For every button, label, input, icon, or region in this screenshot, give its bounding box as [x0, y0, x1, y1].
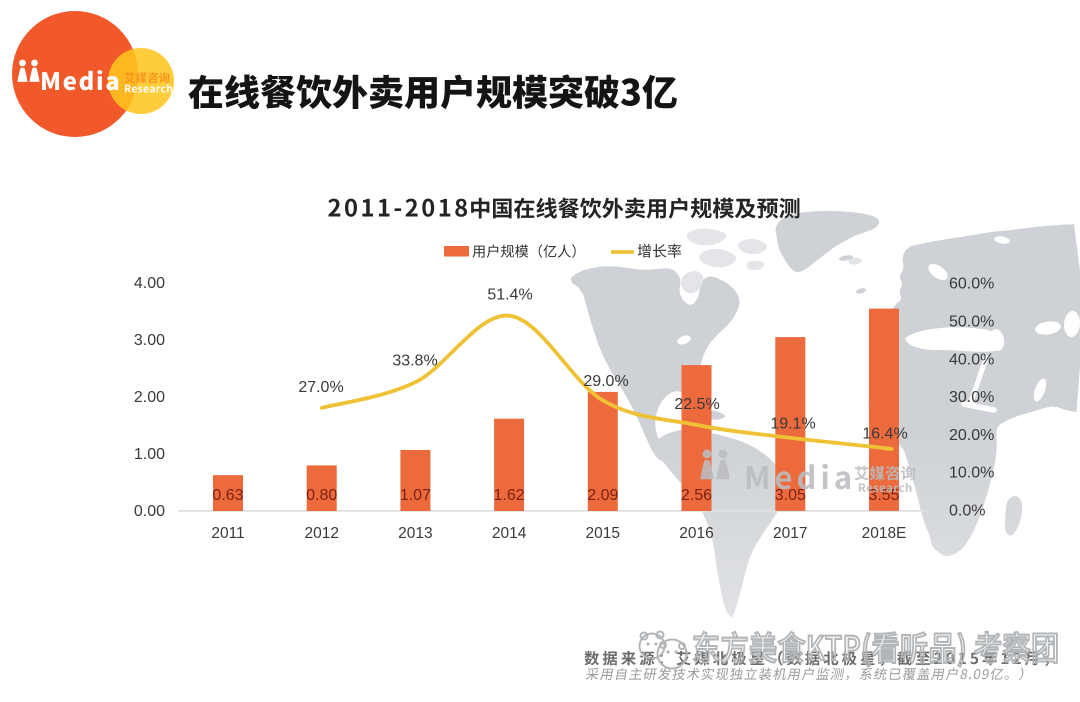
svg-text:10.0%: 10.0%	[949, 465, 994, 482]
svg-text:2018E: 2018E	[862, 525, 907, 542]
svg-text:16.4%: 16.4%	[862, 426, 907, 443]
svg-text:4.00: 4.00	[134, 275, 165, 292]
svg-text:3.05: 3.05	[775, 487, 806, 504]
svg-text:2.00: 2.00	[134, 389, 165, 406]
svg-text:29.0%: 29.0%	[583, 373, 628, 390]
svg-text:60.0%: 60.0%	[949, 276, 994, 293]
svg-text:0.63: 0.63	[212, 487, 243, 504]
svg-text:0.80: 0.80	[306, 487, 337, 504]
svg-text:22.5%: 22.5%	[674, 396, 719, 413]
svg-text:2017: 2017	[773, 525, 807, 542]
svg-text:0.00: 0.00	[134, 503, 165, 520]
svg-text:2016: 2016	[679, 525, 713, 542]
svg-text:20.0%: 20.0%	[949, 427, 994, 444]
svg-text:51.4%: 51.4%	[487, 287, 532, 304]
svg-text:2015: 2015	[586, 525, 620, 542]
svg-text:30.0%: 30.0%	[949, 389, 994, 406]
svg-text:1.62: 1.62	[494, 487, 525, 504]
svg-text:19.1%: 19.1%	[770, 416, 815, 433]
svg-text:33.8%: 33.8%	[392, 353, 437, 370]
svg-text:50.0%: 50.0%	[949, 314, 994, 331]
svg-text:1.00: 1.00	[134, 446, 165, 463]
svg-text:2011: 2011	[211, 525, 244, 542]
svg-text:2014: 2014	[492, 525, 527, 542]
svg-text:2012: 2012	[304, 525, 338, 542]
svg-text:27.0%: 27.0%	[298, 379, 343, 396]
svg-text:1.07: 1.07	[400, 487, 431, 504]
svg-text:2.56: 2.56	[681, 487, 712, 504]
svg-text:3.00: 3.00	[134, 332, 165, 349]
svg-text:2.09: 2.09	[587, 487, 618, 504]
svg-text:2013: 2013	[398, 525, 432, 542]
svg-text:40.0%: 40.0%	[949, 351, 994, 368]
svg-text:0.0%: 0.0%	[949, 503, 985, 520]
